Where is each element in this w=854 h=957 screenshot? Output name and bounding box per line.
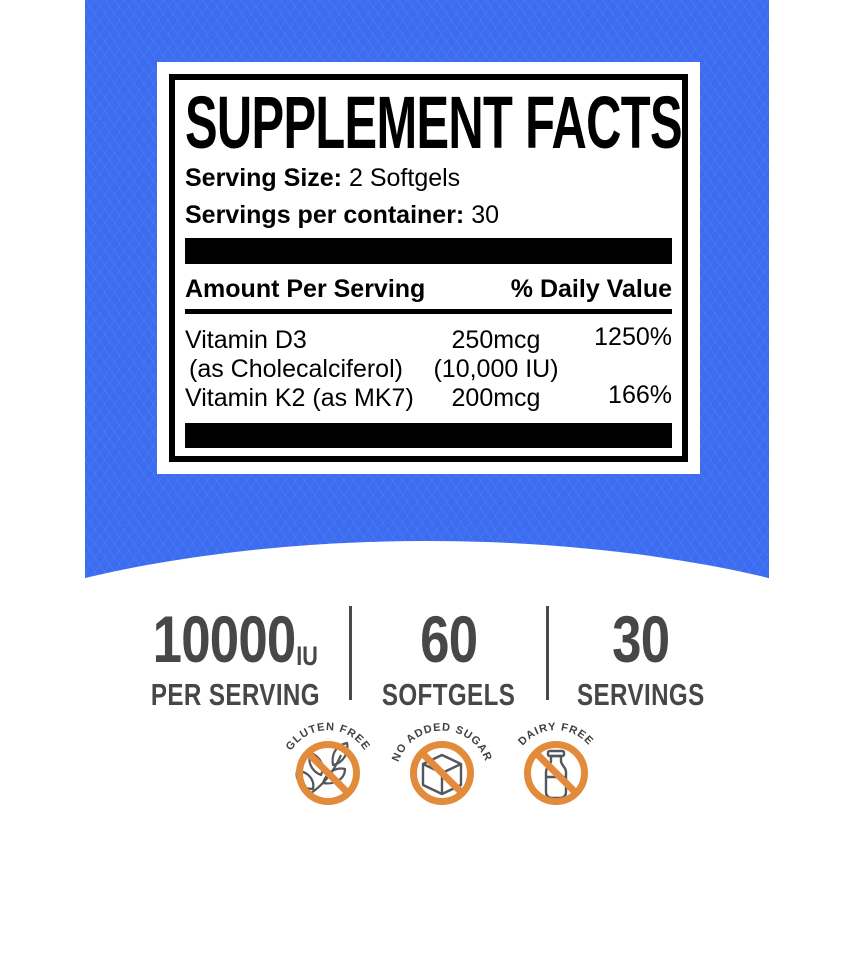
product-graphic: SUPPLEMENT FACTS Serving Size: 2 Softgels… [0, 0, 854, 813]
prohibition-ring [410, 741, 474, 805]
nutrient-table: Vitamin D3 250mcg 1250% (as Cholecalcife… [185, 323, 672, 413]
supplement-facts-panel: SUPPLEMENT FACTS Serving Size: 2 Softgels… [157, 62, 700, 474]
badge-label: GLUTEN FREE [284, 721, 373, 753]
stat-number: 10000 [152, 602, 296, 676]
stat-softgels: 60 SOFTGELS [352, 598, 546, 713]
serving-size-line: Serving Size: 2 Softgels [185, 164, 460, 193]
servings-per-container-line: Servings per container: 30 [185, 201, 499, 230]
thick-divider-bar-bottom [185, 423, 672, 448]
amount-per-serving-header: Amount Per Serving [185, 275, 426, 303]
nutrient-amount-cell: 200mcg [451, 384, 541, 412]
stat-servings: 30 SERVINGS [549, 598, 733, 713]
nutrient-name-cell: (as Cholecalciferol) [189, 355, 403, 383]
stat-unit: IU [296, 641, 318, 671]
panel-title: SUPPLEMENT FACTS [185, 81, 683, 164]
supplement-facts-border: SUPPLEMENT FACTS Serving Size: 2 Softgels… [169, 74, 688, 462]
nutrient-name-cell: Vitamin K2 (as MK7) [185, 384, 414, 412]
table-header-row: Amount Per Serving % Daily Value [185, 275, 672, 304]
stat-label: PER SERVING [150, 677, 320, 712]
stat-label: SERVINGS [577, 677, 705, 712]
prohibition-ring [296, 741, 360, 805]
nutrient-dv-cell: 1250% [594, 323, 672, 351]
gluten-free-badge: GLUTEN FREE [284, 721, 373, 805]
stat-value: 30 [612, 602, 670, 676]
prohibition-ring [524, 741, 588, 805]
prohibition-slash [533, 750, 579, 796]
stat-value: 10000 IU [152, 606, 317, 672]
badges-row: GLUTEN FREE NO ADDED SUGAR [15, 701, 854, 813]
nutrient-amount-cell: (10,000 IU) [433, 355, 559, 383]
stat-label: SOFTGELS [382, 677, 516, 712]
serving-size-label: Serving Size: [185, 164, 342, 192]
stat-value: 60 [420, 602, 478, 676]
servings-value: 30 [471, 201, 500, 229]
nutrient-amount-cell: 250mcg [451, 326, 541, 354]
stats-strip: 10000 IU PER SERVING 60 SOFTGELS 30 SERV… [0, 598, 854, 713]
thick-divider-bar-top [185, 238, 672, 264]
nutrient-dv-cell: 166% [608, 381, 672, 409]
servings-label: Servings per container: [185, 201, 465, 229]
prohibition-slash [305, 750, 351, 796]
vertical-divider [349, 606, 352, 700]
serving-size-value: 2 Softgels [349, 164, 461, 192]
no-added-sugar-badge: NO ADDED SUGAR [390, 721, 493, 805]
nutrient-dv-cell [582, 352, 672, 381]
thin-divider-rule [185, 309, 672, 314]
vertical-divider [546, 606, 549, 700]
stat-number: 60 [420, 602, 478, 676]
stat-number: 30 [612, 602, 670, 676]
dairy-free-badge: DAIRY FREE [516, 721, 595, 805]
nutrient-name-cell: Vitamin D3 [185, 326, 307, 354]
stat-per-serving: 10000 IU PER SERVING [121, 598, 349, 713]
prohibition-slash [419, 750, 465, 796]
daily-value-header: % Daily Value [510, 275, 672, 303]
